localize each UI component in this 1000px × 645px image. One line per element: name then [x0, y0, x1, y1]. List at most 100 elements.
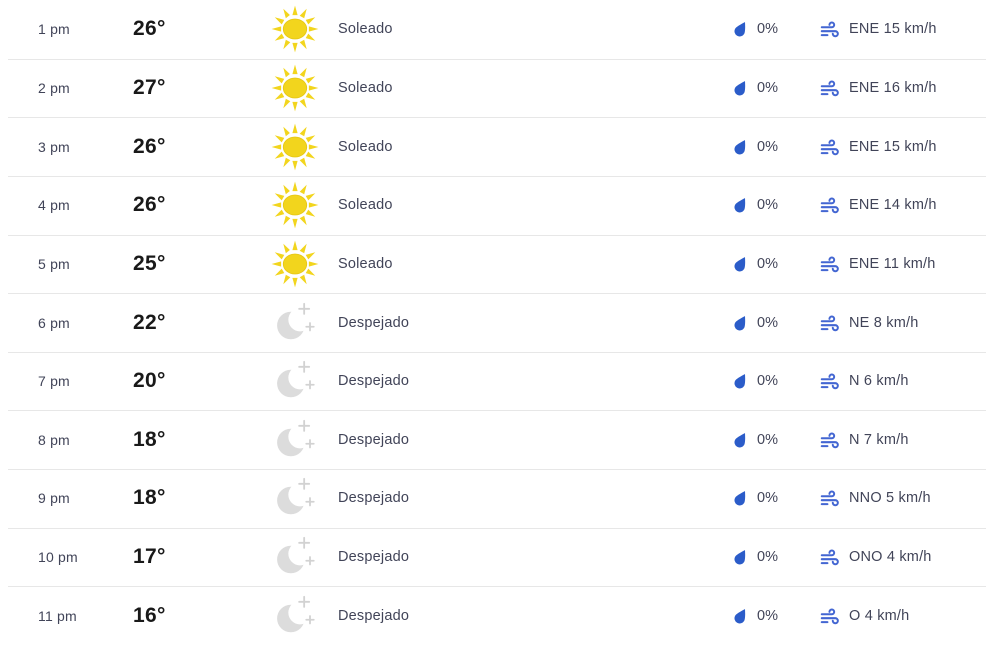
wind-value: N 7 km/h: [849, 431, 909, 448]
precipitation: 0%: [733, 607, 778, 625]
hour-label: 1 pm: [38, 21, 70, 38]
temperature: 17°: [133, 545, 166, 569]
sun-icon: [271, 123, 319, 170]
hourly-row[interactable]: 3 pm 26°: [0, 117, 1000, 176]
hourly-row[interactable]: 4 pm 26°: [0, 175, 1000, 235]
wind: NNO 5 km/h: [820, 488, 931, 508]
wind-icon: [820, 139, 839, 155]
precipitation: 0%: [733, 255, 778, 273]
hourly-row[interactable]: 8 pm 18°: [0, 410, 1000, 470]
condition-label: Soleado: [338, 79, 393, 96]
condition-icon-wrap: [267, 412, 323, 468]
condition-label: Despejado: [338, 373, 410, 390]
precipitation-value: 0%: [757, 138, 778, 155]
hourly-row[interactable]: 7 pm 20°: [0, 351, 1000, 411]
hourly-row[interactable]: 1 pm 26°: [0, 0, 1000, 59]
sun-icon: [271, 64, 319, 112]
wind-value: N 6 km/h: [849, 373, 909, 390]
hour-label: 10 pm: [38, 549, 78, 566]
condition-icon-wrap: [267, 60, 323, 116]
wind-value: O 4 km/h: [849, 607, 910, 624]
condition-icon-wrap: [267, 470, 323, 526]
precipitation: 0%: [733, 372, 778, 390]
hourly-row[interactable]: 5 pm 25°: [0, 234, 1000, 294]
hour-label: 3 pm: [38, 138, 70, 155]
condition-label: Despejado: [338, 431, 410, 448]
hour-label: 4 pm: [38, 197, 70, 214]
wind-icon: [820, 80, 839, 97]
condition-icon-wrap: [267, 353, 323, 409]
wind: NE 8 km/h: [820, 313, 919, 333]
precipitation-value: 0%: [757, 79, 778, 96]
precipitation-value: 0%: [757, 607, 778, 624]
wind-value: ONO 4 km/h: [849, 549, 932, 566]
precipitation-value: 0%: [757, 490, 778, 507]
wind: O 4 km/h: [820, 606, 909, 626]
temperature: 16°: [133, 603, 166, 627]
hour-label: 6 pm: [38, 314, 70, 331]
hourly-row[interactable]: 6 pm 22°: [0, 293, 1000, 352]
wind: N 6 km/h: [820, 371, 909, 391]
wind-icon: [820, 315, 839, 331]
moon-icon: [277, 595, 315, 632]
wind: ENE 15 km/h: [820, 137, 937, 157]
precipitation-value: 0%: [757, 314, 778, 331]
wind-icon: [820, 21, 839, 38]
temperature: 27°: [133, 75, 166, 99]
wind-value: NNO 5 km/h: [849, 490, 931, 507]
raindrop-icon: [734, 550, 746, 565]
condition-icon-wrap: [267, 295, 323, 351]
raindrop-icon: [734, 315, 746, 330]
wind-value: ENE 15 km/h: [849, 138, 937, 155]
precipitation: 0%: [733, 489, 778, 507]
raindrop-icon: [734, 198, 746, 213]
hour-label: 2 pm: [38, 79, 70, 96]
moon-icon: [277, 536, 315, 574]
hourly-row[interactable]: 11 pm 16°: [0, 586, 1000, 645]
condition-label: Despejado: [338, 314, 410, 331]
precipitation: 0%: [733, 196, 778, 214]
hourly-row[interactable]: 10 pm 17°: [0, 527, 1000, 587]
wind-icon: [820, 373, 839, 390]
hour-label: 9 pm: [38, 490, 70, 507]
precipitation-value: 0%: [757, 21, 778, 38]
sun-icon: [271, 181, 319, 229]
condition-label: Despejado: [338, 549, 410, 566]
precipitation: 0%: [733, 314, 778, 332]
wind: ENE 15 km/h: [820, 19, 937, 39]
raindrop-icon: [734, 81, 746, 96]
hour-label: 11 pm: [38, 607, 77, 624]
condition-icon-wrap: [267, 236, 323, 292]
precipitation: 0%: [733, 20, 778, 38]
sun-icon: [271, 5, 319, 53]
condition-label: Soleado: [338, 255, 393, 272]
moon-icon: [277, 478, 315, 515]
hour-label: 8 pm: [38, 431, 70, 448]
moon-icon: [277, 419, 315, 457]
precipitation-value: 0%: [757, 255, 778, 272]
hourly-row[interactable]: 9 pm 18°: [0, 469, 1000, 528]
wind-value: NE 8 km/h: [849, 314, 919, 331]
condition-icon-wrap: [267, 1, 323, 57]
condition-label: Despejado: [338, 490, 410, 507]
wind-icon: [820, 256, 839, 273]
raindrop-icon: [734, 608, 746, 624]
temperature: 26°: [133, 134, 166, 158]
wind-icon: [820, 608, 839, 624]
raindrop-icon: [734, 256, 746, 272]
hourly-row[interactable]: 2 pm 27°: [0, 58, 1000, 118]
precipitation-value: 0%: [757, 197, 778, 214]
precipitation: 0%: [733, 138, 778, 156]
raindrop-icon: [734, 139, 746, 155]
precipitation-value: 0%: [757, 373, 778, 390]
moon-icon: [277, 361, 315, 398]
condition-label: Despejado: [338, 607, 410, 624]
wind: ONO 4 km/h: [820, 547, 932, 567]
temperature: 26°: [133, 17, 166, 41]
condition-icon-wrap: [267, 529, 323, 585]
temperature: 20°: [133, 369, 166, 393]
wind-value: ENE 15 km/h: [849, 21, 937, 38]
condition-icon-wrap: [267, 177, 323, 233]
condition-label: Soleado: [338, 138, 393, 155]
